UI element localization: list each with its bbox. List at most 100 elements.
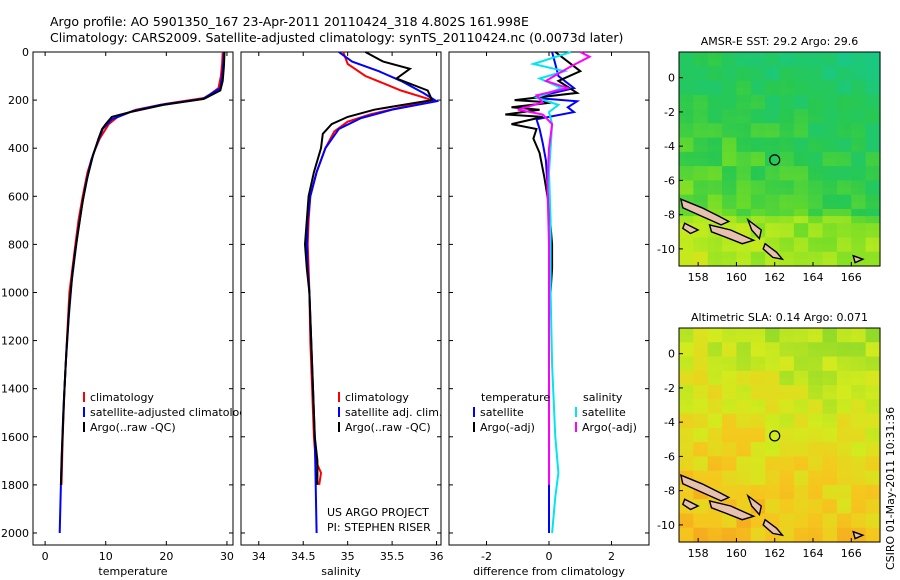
- map-cell: [786, 392, 795, 400]
- map-cell: [722, 166, 730, 174]
- map-cell: [765, 328, 773, 336]
- map-cell: [700, 520, 709, 529]
- map-cell: [686, 52, 694, 60]
- map-cell: [858, 159, 867, 167]
- map-cell: [836, 201, 845, 210]
- map-cell: [815, 159, 824, 167]
- map-cell: [729, 237, 738, 246]
- map-cell: [686, 244, 694, 253]
- map-cell: [714, 173, 723, 181]
- map-cell: [714, 66, 723, 74]
- map-cell: [707, 201, 716, 210]
- map-cell: [765, 363, 773, 372]
- map-cell: [729, 342, 738, 350]
- map-cell: [686, 173, 694, 181]
- map-cell: [858, 335, 867, 343]
- map-cell: [743, 244, 752, 253]
- map-cell: [722, 130, 730, 139]
- map-cell: [786, 520, 795, 529]
- map-cell: [815, 94, 824, 103]
- map-cell: [844, 449, 852, 457]
- map-cell: [700, 244, 709, 253]
- map-cell: [714, 527, 723, 536]
- map-cell: [700, 435, 709, 443]
- map-cell: [736, 456, 745, 465]
- map-cell: [707, 166, 716, 174]
- map-cell: [786, 420, 795, 429]
- map-cell: [793, 223, 802, 231]
- map-cell: [815, 123, 824, 132]
- map-cell: [851, 151, 860, 160]
- map-cell: [793, 201, 802, 210]
- map-cell: [686, 144, 694, 153]
- map-cell: [808, 534, 816, 543]
- map-cell: [750, 392, 759, 400]
- map-cell: [679, 173, 687, 181]
- map-cell: [722, 159, 730, 167]
- map-cell: [765, 80, 773, 89]
- map-cell: [872, 534, 881, 543]
- map-cell: [801, 492, 809, 500]
- map-cell: [772, 208, 781, 217]
- map-cell: [858, 470, 867, 479]
- map-cell: [714, 413, 723, 422]
- map-cell: [844, 173, 852, 181]
- map-cell: [815, 137, 824, 146]
- map-cell: [750, 520, 759, 529]
- map-cell: [872, 420, 881, 429]
- map-cell: [765, 123, 773, 132]
- map-cell: [736, 435, 745, 443]
- map-cell: [707, 187, 716, 196]
- temperature-xtick-label: 10: [99, 550, 113, 563]
- map-cell: [779, 477, 788, 486]
- map-cell: [858, 377, 867, 386]
- map-cell: [722, 144, 730, 153]
- map-cell: [679, 194, 687, 203]
- map-cell: [872, 73, 881, 82]
- map-cell: [844, 413, 852, 422]
- map-cell: [729, 370, 738, 379]
- map-cell: [736, 449, 745, 457]
- map-cell: [757, 137, 766, 146]
- map-cell: [693, 385, 702, 393]
- map-cell: [686, 187, 694, 196]
- map-cell: [801, 230, 809, 239]
- map-cell: [700, 392, 709, 400]
- map-cell: [793, 499, 802, 507]
- map-cell: [872, 328, 881, 336]
- map-cell: [844, 137, 852, 146]
- map-cell: [700, 173, 709, 181]
- map-cell: [786, 166, 795, 174]
- map-cell: [693, 335, 702, 343]
- map-cell: [801, 216, 809, 224]
- map-cell: [707, 463, 716, 472]
- map-cell: [772, 151, 781, 160]
- map-cell: [822, 166, 831, 174]
- map-cell: [872, 377, 881, 386]
- map-cell: [786, 66, 795, 74]
- map-cell: [829, 399, 838, 408]
- map-cell: [836, 73, 845, 82]
- map-cell: [822, 349, 831, 358]
- map-cell: [872, 244, 881, 253]
- map-cell: [772, 534, 781, 543]
- map-cell: [851, 173, 860, 181]
- map-cell: [786, 435, 795, 443]
- map-cell: [822, 335, 831, 343]
- map-cell: [829, 363, 838, 372]
- map-cell: [836, 370, 845, 379]
- map-cell: [729, 66, 738, 74]
- map-cell: [779, 180, 788, 189]
- map-cell: [772, 216, 781, 224]
- map-cell: [865, 499, 874, 507]
- map-cell: [779, 520, 788, 529]
- map-cell: [722, 66, 730, 74]
- map-cell: [765, 385, 773, 393]
- map-cell: [722, 201, 730, 210]
- map-cell: [772, 513, 781, 522]
- map-cell: [757, 420, 766, 429]
- map-cell: [679, 484, 687, 493]
- map-cell: [865, 237, 874, 246]
- map-cell: [679, 187, 687, 196]
- map-cell: [858, 513, 867, 522]
